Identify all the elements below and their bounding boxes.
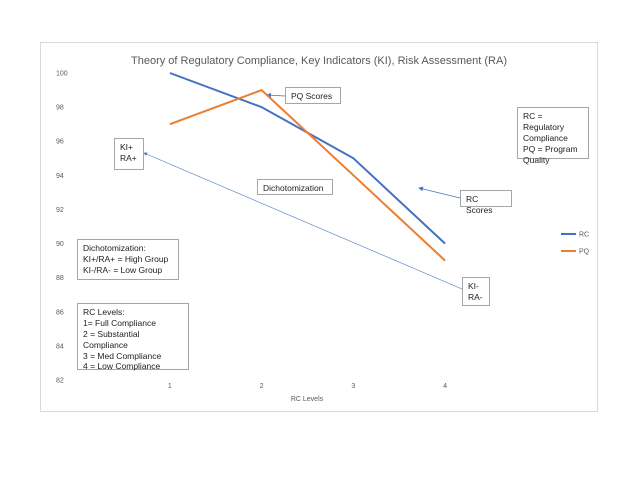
y-tick-label: 86 [56, 309, 64, 316]
x-tick-label: 3 [351, 383, 355, 390]
y-tick-label: 94 [56, 173, 64, 180]
pq-scores-callout: PQ Scores [285, 87, 341, 104]
x-tick-label: 2 [260, 383, 264, 390]
y-tick-label: 82 [56, 378, 64, 385]
dichotomization-arrow [143, 152, 463, 290]
y-tick-label: 88 [56, 275, 64, 282]
y-tick-label: 90 [56, 241, 64, 248]
x-tick-label: 4 [443, 383, 447, 390]
y-tick-label: 98 [56, 105, 64, 112]
legend-label: PQ [579, 249, 590, 256]
rc-scores-callout: RC Scores [460, 190, 512, 215]
rc-scores-arrow [418, 186, 461, 199]
x-tick-label: 1 [168, 383, 172, 390]
y-tick-label: 100 [56, 71, 68, 78]
ki-ra-minus-callout: KI- RA- [462, 277, 490, 306]
legend-label: RC [579, 232, 589, 239]
line-chart: Theory of Regulatory Compliance, Key Ind… [56, 55, 590, 403]
y-tick-label: 92 [56, 207, 64, 214]
pq-scores-arrow [266, 92, 286, 98]
y-tick-label: 84 [56, 343, 64, 350]
ki-ra-plus-callout: KI+ RA+ [114, 138, 144, 170]
y-tick-label: 96 [56, 139, 64, 146]
dichotomization-definition-callout: Dichotomization: KI+/RA+ = High Group KI… [77, 239, 179, 280]
chart-title: Theory of Regulatory Compliance, Key Ind… [131, 55, 507, 67]
series-line-pq [169, 89, 446, 262]
chart-area: Theory of Regulatory Compliance, Key Ind… [40, 42, 598, 412]
rc-pq-definition-callout: RC = Regulatory Compliance PQ = Program … [517, 107, 589, 165]
dichotomization-callout: Dichotomization [257, 179, 333, 195]
rc-levels-callout: RC Levels: 1= Full Compliance 2 = Substa… [77, 303, 189, 371]
x-axis-label: RC Levels [291, 396, 324, 403]
